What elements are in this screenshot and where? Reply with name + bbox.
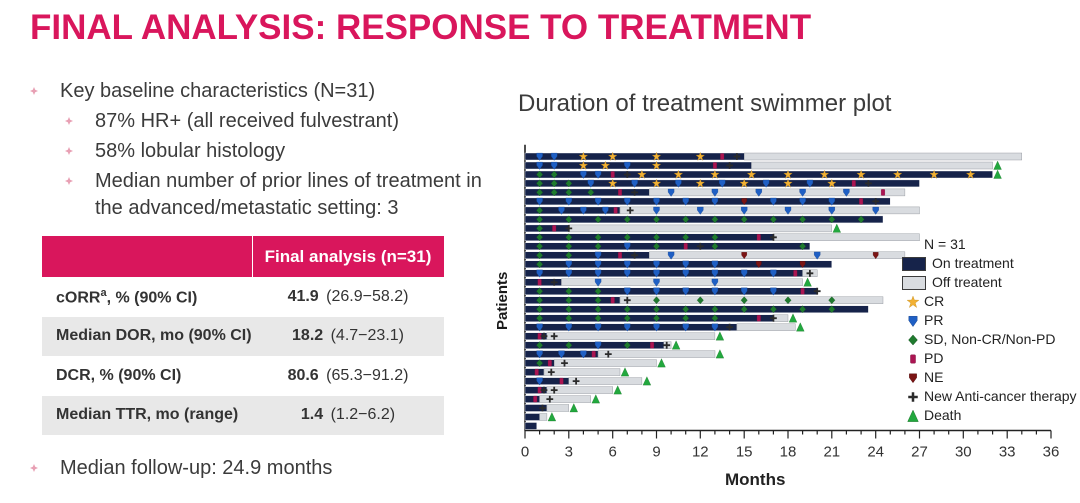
svg-text:3: 3 [565, 444, 573, 461]
svg-text:12: 12 [692, 444, 709, 461]
svg-text:21: 21 [823, 444, 840, 461]
svg-text:27: 27 [911, 444, 928, 461]
svg-text:36: 36 [1043, 444, 1060, 461]
svg-text:6: 6 [609, 444, 617, 461]
svg-text:33: 33 [999, 444, 1016, 461]
svg-text:30: 30 [955, 444, 972, 461]
svg-text:9: 9 [652, 444, 660, 461]
svg-text:15: 15 [736, 444, 753, 461]
svg-text:24: 24 [867, 444, 884, 461]
svg-text:18: 18 [780, 444, 797, 461]
svg-text:0: 0 [521, 444, 529, 461]
